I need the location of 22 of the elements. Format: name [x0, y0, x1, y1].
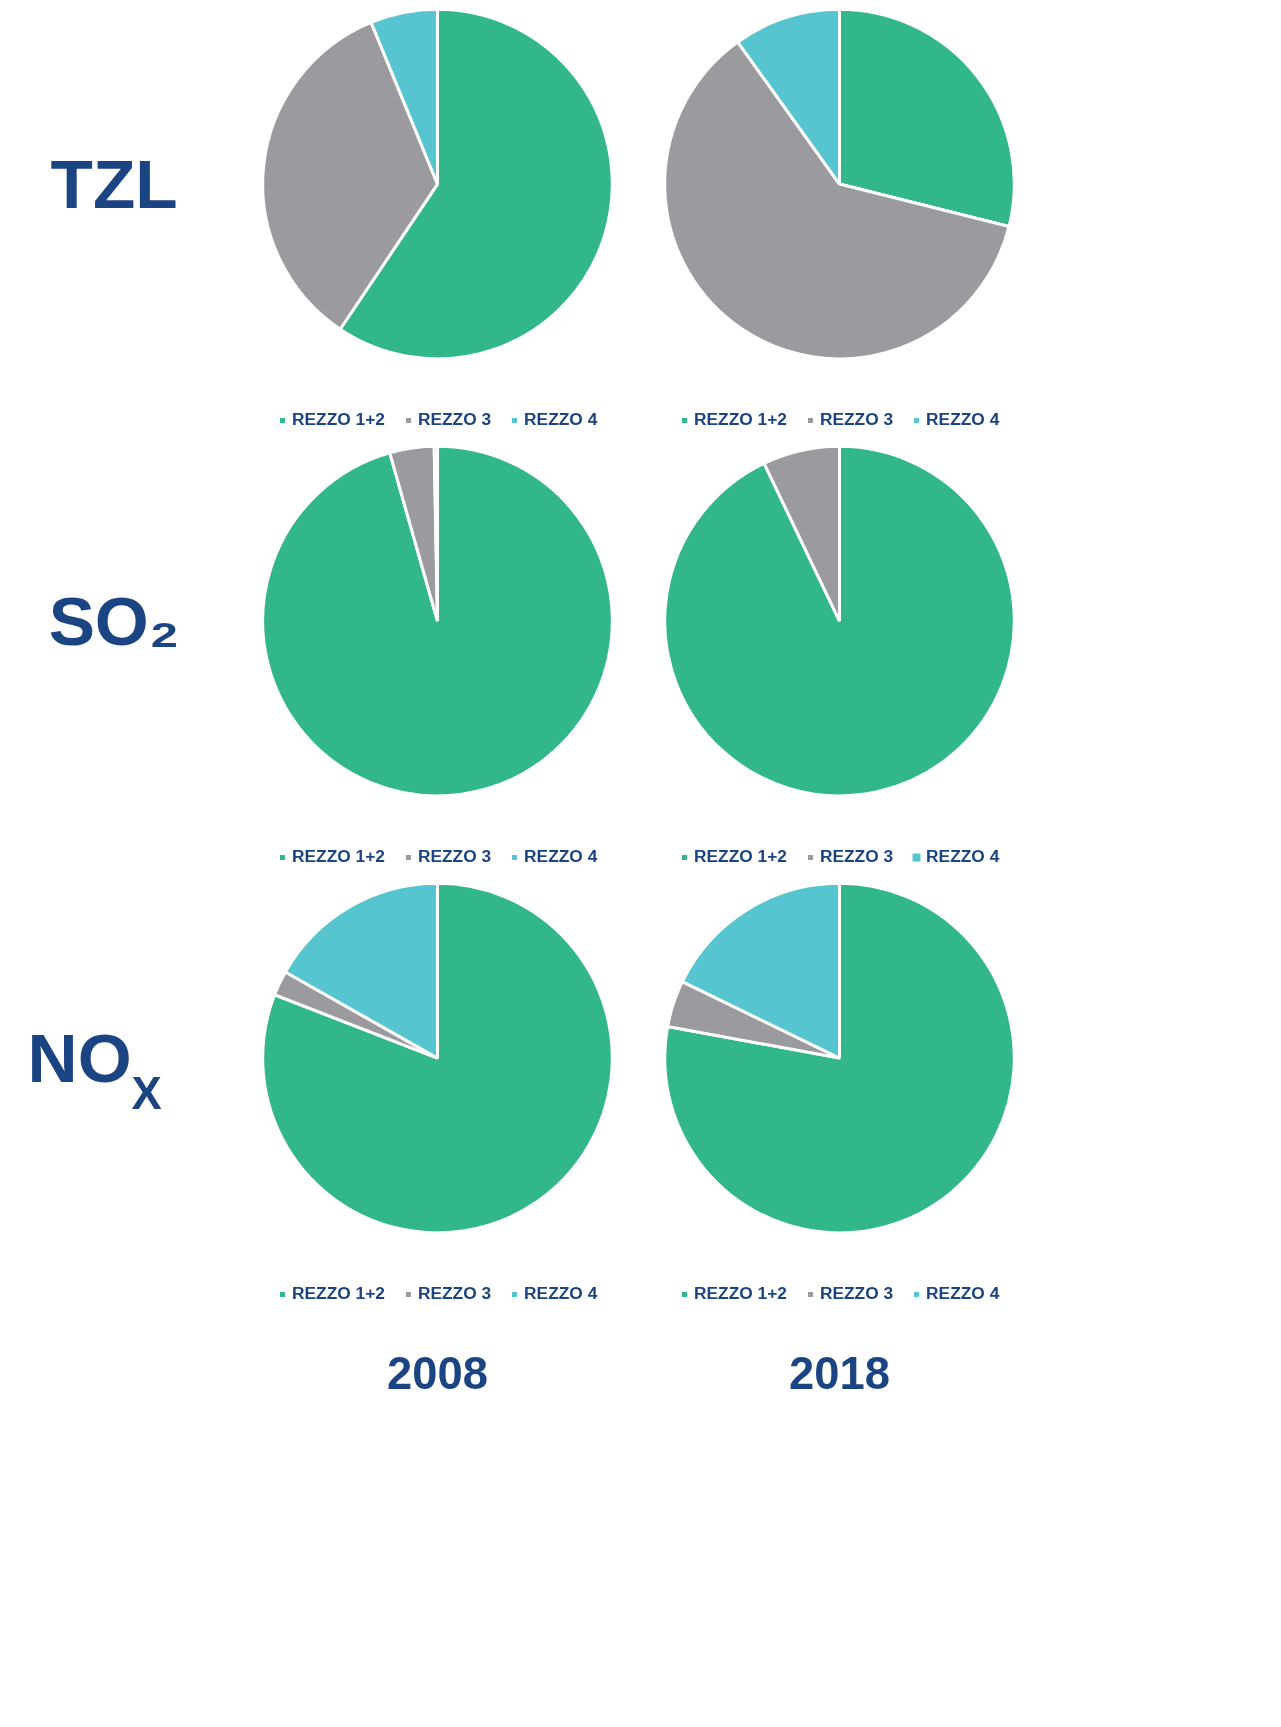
legend-label: REZZO 3: [819, 1283, 894, 1304]
legend-label: REZZO 3: [819, 846, 894, 867]
legend-label: REZZO 4: [524, 846, 598, 867]
legend-label: REZZO 4: [926, 409, 1000, 430]
legend-label: REZZO 4: [926, 846, 1000, 867]
text: SO₂: [48, 582, 180, 661]
legend-label: REZZO 1+2: [694, 409, 787, 430]
legend-label: REZZO 4: [524, 1283, 598, 1304]
text: 2008: [387, 1347, 488, 1399]
legend-label: REZZO 1+2: [694, 1283, 787, 1304]
legend-label: REZZO 3: [417, 409, 492, 430]
legend-label: REZZO 3: [417, 1283, 492, 1304]
legend-label: REZZO 1+2: [694, 846, 787, 867]
text: 2018: [789, 1347, 890, 1399]
legend-label: REZZO 3: [417, 846, 492, 867]
legend-label: REZZO 1+2: [292, 1283, 385, 1304]
text: TZL: [50, 145, 178, 224]
legend-label: REZZO 1+2: [292, 846, 385, 867]
legend-label: REZZO 4: [926, 1283, 1000, 1304]
legend-label: REZZO 4: [524, 409, 598, 430]
legend-label: REZZO 1+2: [292, 409, 385, 430]
legend-label: REZZO 3: [819, 409, 894, 430]
